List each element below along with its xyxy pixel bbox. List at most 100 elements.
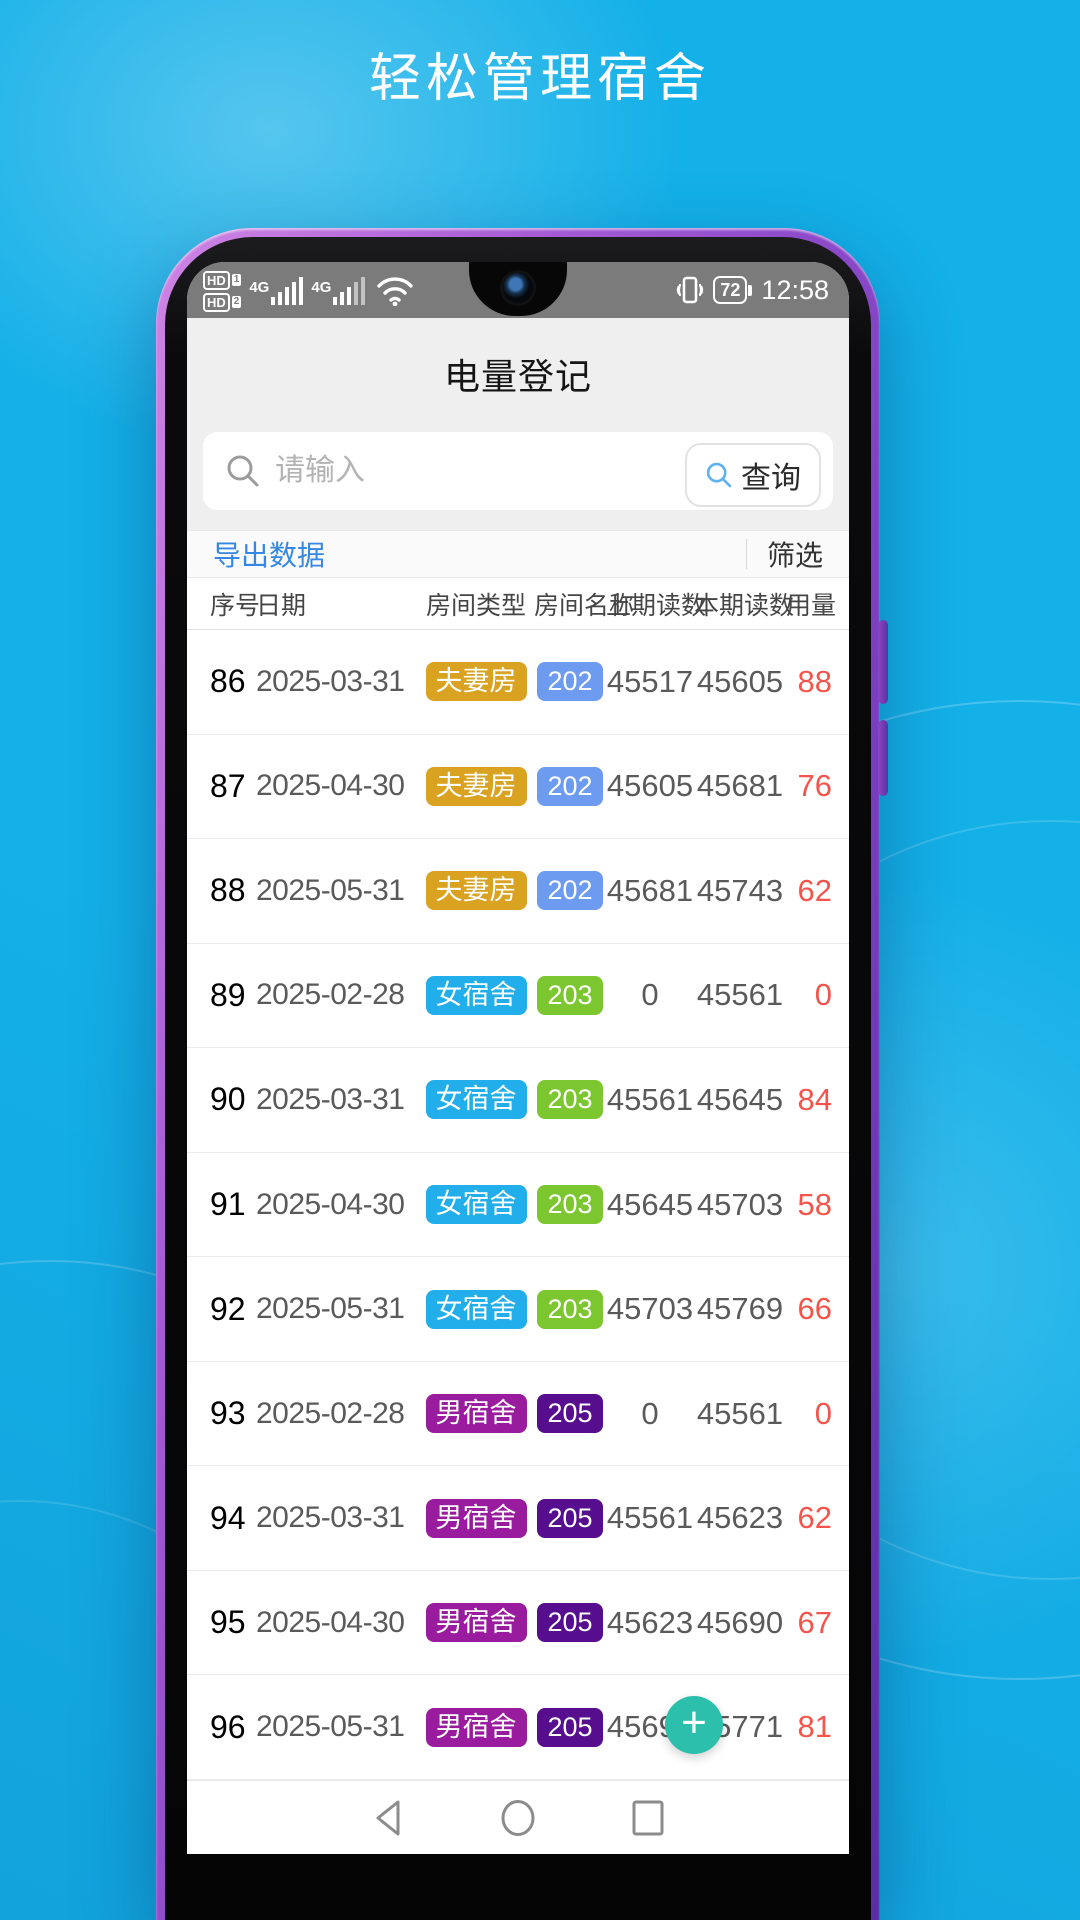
row-index: 89	[210, 976, 246, 1013]
room-name-badge: 205	[537, 1498, 603, 1538]
signal-icon-sim2: 4G	[311, 277, 366, 305]
row-index: 91	[210, 1186, 246, 1222]
header-cell-room: 房间名称	[534, 591, 635, 620]
row-prev-reading: 45645	[606, 1186, 694, 1222]
row-index: 93	[210, 1395, 246, 1432]
room-type-badge: 男宿舍	[425, 1394, 527, 1434]
row-room-cell: 203	[534, 975, 606, 1015]
row-index: 94	[210, 1499, 246, 1536]
side-power-button	[878, 720, 888, 796]
search-section: 查询	[187, 430, 849, 530]
row-usage: 58	[797, 1186, 832, 1222]
sim1-label: 1	[231, 274, 242, 286]
query-search-icon	[706, 462, 732, 488]
signal-icon-sim1: 4G	[249, 277, 304, 305]
row-room-cell: 202	[534, 766, 606, 806]
hd-icon: HD	[203, 292, 230, 312]
row-prev-reading: 0	[641, 977, 659, 1013]
banner-title: 轻松管理宿舍	[368, 50, 711, 108]
row-room-cell: 203	[534, 1289, 606, 1329]
table-header: 序号 日期 房间类型 房间名称 上期读数 本期读数 用量	[187, 578, 849, 630]
room-name-badge: 205	[537, 1707, 603, 1747]
query-button-label: 查询	[741, 462, 801, 495]
row-prev-reading: 45703	[606, 1291, 694, 1327]
back-icon[interactable]	[370, 1798, 406, 1838]
room-type-badge: 夫妻房	[425, 766, 527, 806]
row-room-cell: 202	[534, 871, 606, 911]
row-index: 95	[210, 1604, 246, 1641]
row-date: 2025-03-31	[256, 664, 405, 698]
row-room-cell: 203	[534, 1080, 606, 1120]
table-row[interactable]: 96 2025-05-31 男宿舍 205 45690 45771 81	[187, 1675, 849, 1781]
table-row[interactable]: 86 2025-03-31 夫妻房 202 45517 45605 88	[187, 630, 849, 735]
row-date: 2025-02-28	[256, 978, 405, 1012]
row-prev-reading: 45561	[606, 1500, 694, 1536]
room-name-badge: 205	[537, 1603, 603, 1643]
row-prev-reading: 45605	[606, 768, 694, 804]
table-row[interactable]: 94 2025-03-31 男宿舍 205 45561 45623 62	[187, 1466, 849, 1571]
row-curr-reading: 45605	[696, 663, 784, 699]
row-usage: 0	[814, 977, 832, 1013]
header-cell-no: 序号	[210, 591, 261, 620]
side-volume-button	[878, 620, 888, 704]
export-data-link[interactable]: 导出数据	[213, 540, 326, 571]
row-type-cell: 女宿舍	[418, 975, 534, 1015]
table-row[interactable]: 93 2025-02-28 男宿舍 205 0 45561 0	[187, 1362, 849, 1467]
row-type-cell: 男宿舍	[418, 1498, 534, 1538]
phone-screen: HD 1 HD 2 4G	[187, 262, 849, 1854]
row-usage: 62	[797, 1500, 832, 1536]
row-type-cell: 男宿舍	[418, 1603, 534, 1643]
row-date: 2025-05-31	[256, 873, 405, 907]
row-usage: 88	[797, 663, 832, 699]
row-curr-reading: 45645	[696, 1081, 784, 1117]
header-cell-prev: 上期读数	[606, 591, 707, 620]
table-row[interactable]: 87 2025-04-30 夫妻房 202 45605 45681 76	[187, 735, 849, 840]
table-row[interactable]: 95 2025-04-30 男宿舍 205 45623 45690 67	[187, 1571, 849, 1676]
row-type-cell: 女宿舍	[418, 1289, 534, 1329]
room-type-badge: 夫妻房	[425, 871, 527, 911]
recents-icon[interactable]	[630, 1798, 666, 1838]
room-name-badge: 203	[537, 975, 603, 1015]
room-type-badge: 女宿舍	[425, 1080, 527, 1120]
table-row[interactable]: 92 2025-05-31 女宿舍 203 45703 45769 66	[187, 1257, 849, 1362]
row-curr-reading: 45703	[696, 1186, 784, 1222]
row-room-cell: 202	[534, 662, 606, 702]
filter-button[interactable]: 筛选	[766, 540, 823, 571]
row-usage: 0	[814, 1395, 832, 1431]
vibrate-icon	[677, 276, 704, 304]
table-row[interactable]: 91 2025-04-30 女宿舍 203 45645 45703 58	[187, 1153, 849, 1258]
row-date: 2025-04-30	[256, 1187, 405, 1221]
fab-add-button[interactable]: +	[665, 1696, 723, 1754]
page-title: 电量登记	[443, 356, 592, 397]
sim2-label: 2	[231, 296, 242, 308]
search-bar: 查询	[203, 432, 833, 510]
row-prev-reading: 45517	[606, 663, 694, 699]
row-type-cell: 女宿舍	[418, 1080, 534, 1120]
table-row[interactable]: 90 2025-03-31 女宿舍 203 45561 45645 84	[187, 1048, 849, 1153]
room-type-badge: 男宿舍	[425, 1498, 527, 1538]
row-usage: 62	[797, 872, 832, 908]
row-type-cell: 男宿舍	[418, 1707, 534, 1747]
header-cell-type: 房间类型	[425, 591, 526, 620]
row-room-cell: 205	[534, 1707, 606, 1747]
row-date: 2025-03-31	[256, 1082, 405, 1116]
row-prev-reading: 0	[641, 1395, 659, 1431]
row-usage: 66	[797, 1291, 832, 1327]
nav-bar	[187, 1780, 849, 1854]
row-room-cell: 203	[534, 1185, 606, 1224]
table-row[interactable]: 88 2025-05-31 夫妻房 202 45681 45743 62	[187, 839, 849, 944]
row-index: 96	[210, 1708, 246, 1745]
home-icon[interactable]	[498, 1798, 538, 1838]
table-row[interactable]: 89 2025-02-28 女宿舍 203 0 45561 0	[187, 944, 849, 1049]
room-type-badge: 男宿舍	[425, 1707, 527, 1747]
query-button[interactable]: 查询	[685, 443, 821, 507]
row-index: 92	[210, 1290, 246, 1327]
row-date: 2025-04-30	[256, 1605, 405, 1639]
row-curr-reading: 45681	[696, 768, 784, 804]
room-name-badge: 202	[537, 662, 603, 702]
row-usage: 81	[797, 1709, 832, 1745]
row-type-cell: 夫妻房	[418, 766, 534, 806]
table-body[interactable]: 86 2025-03-31 夫妻房 202 45517 45605 88 87 …	[187, 630, 849, 1781]
row-index: 90	[210, 1081, 246, 1118]
row-room-cell: 205	[534, 1603, 606, 1643]
